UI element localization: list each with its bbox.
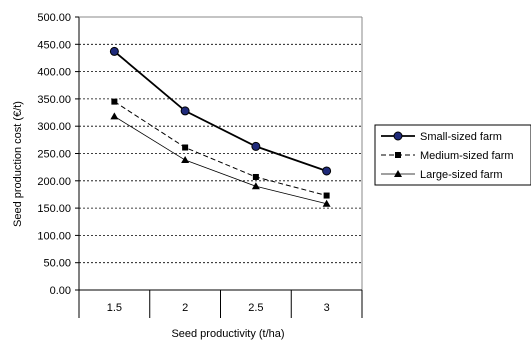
data-point [109,46,119,56]
legend-label: Large-sized farm [420,169,503,181]
y-tick-label: 200.00 [37,176,71,188]
data-point [181,156,190,164]
series-1 [109,46,332,176]
y-tick-label: 300.00 [37,121,71,133]
legend-label: Small-sized farm [420,131,502,143]
series-2 [111,98,330,199]
series-line [113,50,327,172]
series-3 [110,112,331,207]
legend-marker [393,131,403,141]
data-point [251,141,261,151]
data-point [323,192,330,199]
y-axis-title: Seed production cost (€/t) [12,101,24,227]
y-tick-label: 250.00 [37,149,71,161]
y-tick-label: 500.00 [37,12,71,24]
gridlines [79,16,362,264]
y-tick-label: 350.00 [37,94,71,106]
legend-label: Medium-sized farm [420,150,514,162]
x-tick-label: 3 [324,302,330,314]
legend-item: Medium-sized farm [381,150,514,162]
axes [78,16,363,318]
x-tick-label: 2 [182,302,188,314]
x-tick-label: 1.5 [107,302,122,314]
y-axis-ticks: 0.00 50.00 100.00 150.00 200.00 250.00 300.00 3… [37,12,79,297]
series-group [109,46,332,207]
data-point [322,166,332,176]
y-tick-label: 450.00 [37,39,71,51]
series-line [114,101,327,197]
x-axis-title: Seed productivity (t/ha) [171,328,284,340]
data-point [110,112,119,120]
y-tick-label: 50.00 [43,258,71,270]
data-point [182,144,189,151]
legend-marker [395,152,401,158]
data-point [322,199,331,207]
data-point [252,173,259,180]
data-point [111,98,118,105]
series-line [114,116,327,205]
y-tick-label: 400.00 [37,67,71,79]
legend: Small-sized farm Medium-sized farm Large-s… [374,124,531,186]
y-tick-label: 150.00 [37,203,71,215]
data-point [180,106,190,116]
legend-marker [394,170,402,177]
x-axis-ticks: 1.5 2 2.5 3 [107,290,363,318]
data-point [251,182,260,190]
y-tick-label: 0.00 [50,285,71,297]
y-tick-label: 100.00 [37,230,71,242]
legend-item: Small-sized farm [381,131,502,143]
x-tick-label: 2.5 [248,302,263,314]
legend-item: Large-sized farm [381,169,503,181]
